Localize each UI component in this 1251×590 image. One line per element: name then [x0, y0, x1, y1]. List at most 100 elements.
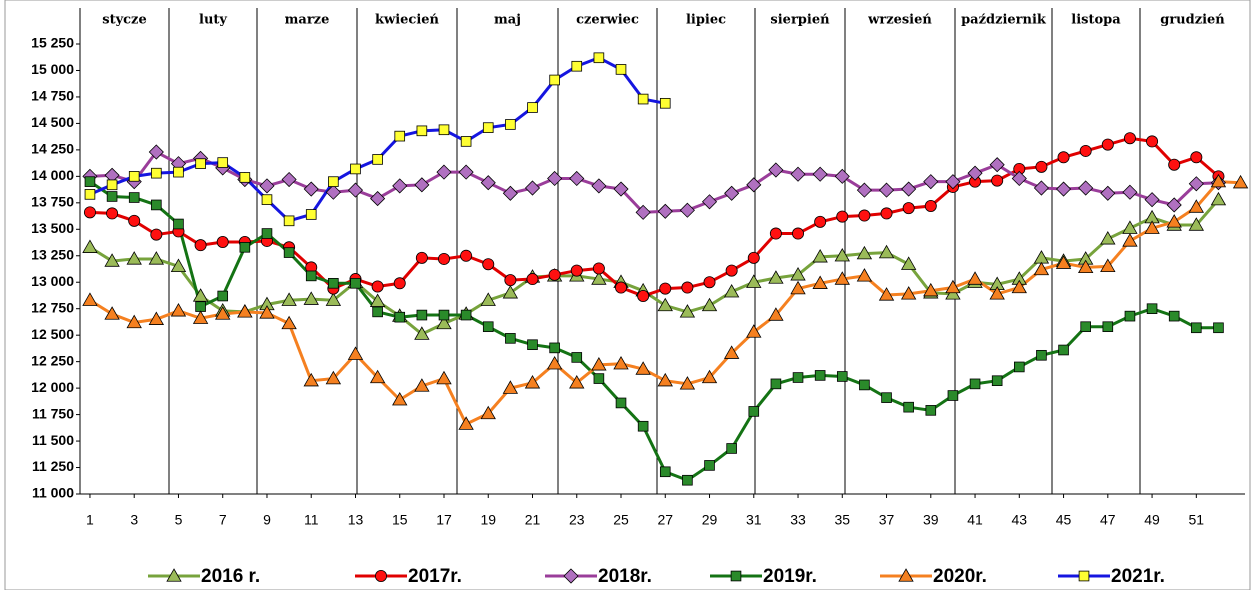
- x-tick-label: 27: [657, 512, 673, 528]
- data-point: [328, 176, 339, 187]
- x-tick-label: 39: [923, 512, 939, 528]
- data-point: [372, 154, 383, 165]
- data-point: [878, 182, 895, 198]
- x-tick-label: 15: [392, 512, 408, 528]
- data-point: [1057, 151, 1070, 164]
- data-point: [438, 309, 450, 321]
- data-point: [746, 177, 762, 193]
- data-point: [679, 376, 696, 390]
- month-label: kwiecień: [375, 13, 440, 28]
- data-point: [414, 326, 430, 340]
- legend-swatch-marker: [730, 570, 742, 582]
- data-point: [173, 166, 184, 178]
- data-point: [1058, 344, 1069, 356]
- data-point: [657, 203, 673, 219]
- data-point: [370, 191, 386, 207]
- y-tick-label: 12 750: [31, 299, 74, 315]
- data-point: [505, 119, 516, 130]
- data-point: [900, 286, 917, 300]
- data-point: [1036, 349, 1047, 361]
- data-point: [792, 227, 805, 240]
- data-point: [878, 244, 895, 259]
- data-point: [814, 215, 827, 228]
- data-point: [659, 282, 672, 295]
- data-point: [347, 182, 364, 198]
- data-point: [790, 166, 806, 182]
- data-point: [283, 247, 295, 258]
- data-point: [704, 460, 715, 471]
- legend-swatch-marker: [374, 570, 387, 583]
- y-tick-label: 13 250: [31, 246, 74, 262]
- data-point: [151, 199, 162, 211]
- data-point: [128, 214, 141, 227]
- y-tick-label: 15 250: [31, 35, 74, 51]
- data-point: [1188, 217, 1205, 231]
- data-point: [701, 369, 718, 384]
- y-tick-label: 13 500: [31, 220, 74, 236]
- data-point: [1102, 321, 1114, 333]
- data-point: [128, 192, 140, 203]
- data-point: [281, 292, 297, 306]
- data-point: [768, 307, 784, 321]
- data-point: [170, 303, 187, 317]
- y-tick-label: 11 750: [32, 405, 74, 421]
- data-point: [925, 405, 937, 416]
- month-label: maj: [494, 13, 521, 28]
- data-point: [217, 157, 229, 168]
- data-point: [84, 176, 96, 187]
- data-point: [613, 181, 629, 197]
- x-tick-label: 13: [348, 512, 364, 528]
- data-point: [769, 227, 782, 240]
- data-point: [170, 258, 187, 273]
- data-point: [635, 361, 651, 375]
- series-line: [89, 180, 1219, 482]
- data-point: [989, 157, 1005, 173]
- data-point: [526, 273, 539, 286]
- data-point: [1077, 259, 1094, 274]
- data-point: [637, 289, 650, 302]
- data-point: [947, 390, 959, 401]
- legend-label: 2018r.: [598, 566, 652, 587]
- data-point: [924, 199, 937, 212]
- data-point: [325, 184, 341, 200]
- data-point: [372, 306, 383, 318]
- data-point: [215, 306, 231, 320]
- data-point: [414, 177, 430, 193]
- data-point: [659, 97, 671, 109]
- data-point: [991, 375, 1003, 387]
- data-point: [902, 202, 915, 215]
- data-point: [259, 178, 275, 194]
- data-point: [1014, 361, 1025, 373]
- data-point: [436, 370, 452, 385]
- month-label: czerwiec: [576, 13, 639, 28]
- data-point: [261, 228, 273, 239]
- month-label: grudzień: [1160, 13, 1225, 28]
- data-point: [679, 202, 695, 218]
- data-point: [281, 171, 297, 188]
- data-point: [856, 182, 872, 198]
- data-point: [746, 324, 762, 338]
- data-point: [723, 283, 740, 298]
- data-point: [1011, 170, 1027, 187]
- data-point: [657, 297, 673, 312]
- data-point: [812, 275, 828, 289]
- data-point: [436, 315, 452, 330]
- data-point: [549, 342, 560, 354]
- data-point: [261, 194, 273, 205]
- y-tick-label: 12 000: [31, 379, 74, 395]
- x-tick-label: 21: [525, 512, 541, 528]
- data-point: [880, 207, 893, 220]
- data-point: [502, 185, 518, 201]
- data-point: [834, 271, 850, 285]
- data-point: [591, 271, 607, 285]
- data-point: [615, 64, 627, 75]
- data-point: [1168, 158, 1181, 171]
- y-tick-label: 14 000: [31, 167, 74, 183]
- data-point: [128, 171, 140, 182]
- data-point: [547, 170, 563, 187]
- data-point: [703, 276, 716, 289]
- data-point: [1078, 180, 1094, 196]
- y-tick-label: 14 500: [31, 114, 74, 130]
- data-point: [259, 305, 275, 319]
- data-point: [524, 180, 541, 196]
